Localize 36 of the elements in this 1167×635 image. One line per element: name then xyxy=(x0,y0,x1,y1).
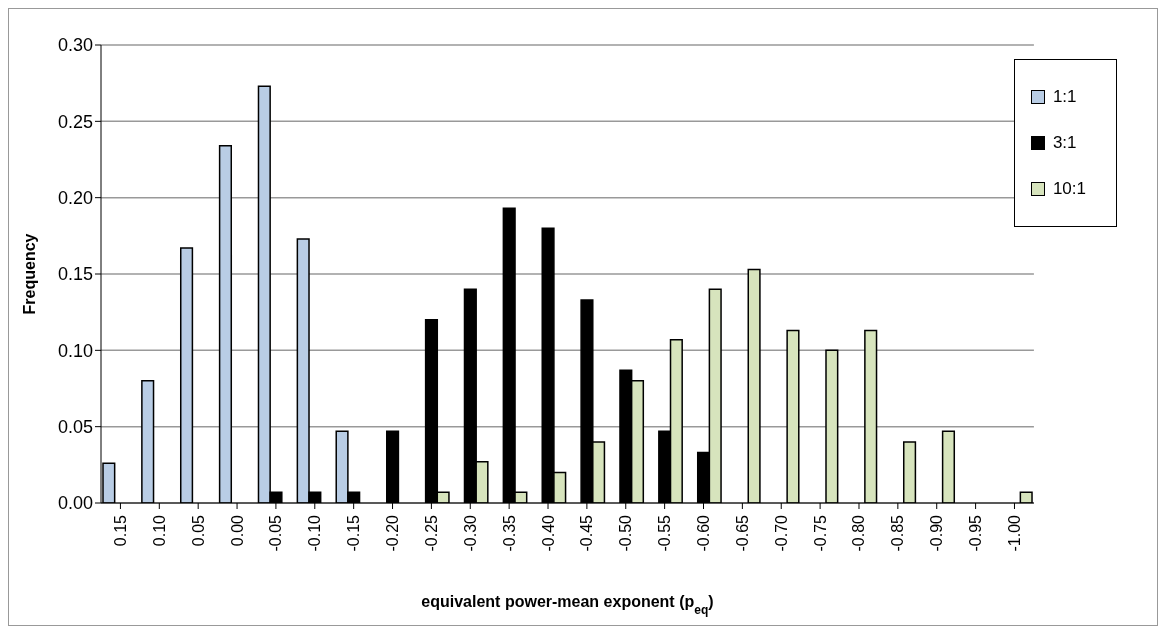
x-tick-label: -1.00 xyxy=(1005,514,1023,552)
x-tick-label: -0.05 xyxy=(267,514,285,552)
x-tick-label: -0.65 xyxy=(733,514,751,552)
y-tick-label: 0.15 xyxy=(57,264,93,285)
x-tick-label: -0.30 xyxy=(461,514,479,552)
y-tick-label: 0.20 xyxy=(57,188,93,209)
y-tick-label: 0.05 xyxy=(57,417,93,438)
x-tick-label: -0.20 xyxy=(384,514,402,552)
x-tick-label: -0.60 xyxy=(695,514,712,552)
x-tick-label: -0.25 xyxy=(422,514,440,552)
x-tick-label: -0.15 xyxy=(345,514,363,552)
x-tick-label: -0.80 xyxy=(850,514,868,552)
legend-label: 1:1 xyxy=(1052,86,1077,108)
x-tick-label: -0.40 xyxy=(539,514,557,552)
x-tick-label: 0.10 xyxy=(150,514,168,547)
y-axis-title: Frequency xyxy=(20,233,38,315)
x-tick-label: -0.85 xyxy=(889,514,907,552)
x-tick-label: -0.35 xyxy=(500,514,518,552)
legend-label: 10:1 xyxy=(1052,178,1086,200)
y-tick-label: 0.30 xyxy=(57,35,93,56)
x-tick-label: -0.55 xyxy=(656,514,674,552)
x-tick-label: 0.15 xyxy=(111,514,129,547)
legend-label: 3:1 xyxy=(1052,132,1077,154)
x-tick-label: -0.75 xyxy=(811,514,829,552)
y-tick-label: 0.00 xyxy=(57,493,93,514)
y-tick-label: 0.10 xyxy=(57,340,93,361)
x-tick-label: -0.95 xyxy=(967,514,985,552)
x-tick-label: -0.90 xyxy=(928,514,946,552)
x-tick-label: -0.70 xyxy=(772,514,790,552)
x-axis-title: equivalent power-mean exponent (p$_{eq}$) xyxy=(421,593,714,617)
y-tick-label: 0.25 xyxy=(57,111,93,132)
x-tick-label: 0.00 xyxy=(228,514,246,547)
x-tick-label: -0.45 xyxy=(578,514,596,552)
x-tick-label: -0.10 xyxy=(306,514,324,552)
x-tick-label: -0.50 xyxy=(617,514,635,552)
x-tick-label: 0.05 xyxy=(189,514,207,547)
